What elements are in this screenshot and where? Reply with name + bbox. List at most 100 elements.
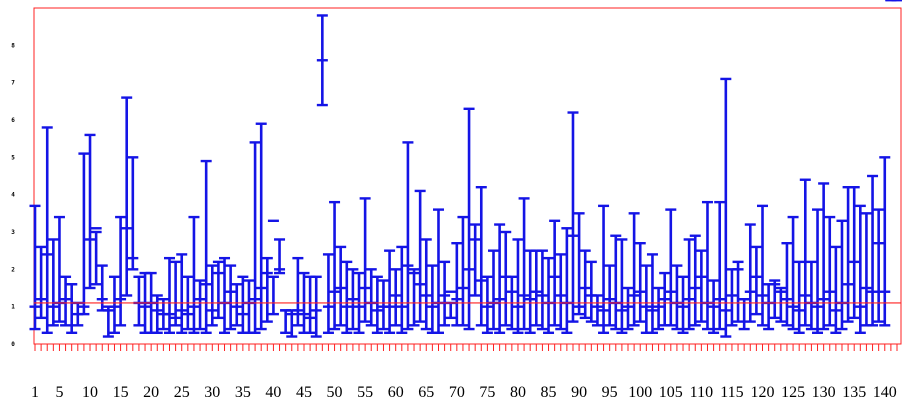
error-bar bbox=[512, 238, 524, 334]
error-bar bbox=[634, 241, 646, 323]
error-bar bbox=[873, 208, 885, 323]
error-bar bbox=[176, 253, 188, 334]
error-bar bbox=[720, 77, 732, 338]
error-bar bbox=[243, 279, 255, 334]
error-bar bbox=[494, 223, 506, 334]
error-bar bbox=[420, 238, 432, 331]
error-bar bbox=[451, 241, 463, 327]
x-tick-label: 105 bbox=[659, 384, 683, 401]
x-tick-label: 60 bbox=[388, 384, 404, 401]
x-tick-label: 20 bbox=[143, 384, 159, 401]
x-minor-ticks bbox=[34, 344, 898, 351]
error-bar bbox=[561, 227, 573, 334]
x-tick-label: 115 bbox=[720, 384, 743, 401]
error-bar bbox=[66, 283, 78, 334]
error-bar bbox=[818, 182, 830, 331]
error-bar bbox=[555, 253, 567, 331]
error-bar bbox=[414, 189, 426, 323]
error-bar bbox=[359, 197, 371, 323]
x-tick-label: 65 bbox=[418, 384, 434, 401]
error-bar bbox=[439, 260, 451, 327]
x-tick-label: 75 bbox=[479, 384, 495, 401]
error-bar bbox=[408, 268, 420, 327]
error-bar bbox=[616, 238, 628, 334]
error-bar bbox=[194, 279, 206, 331]
error-bar bbox=[384, 249, 396, 334]
x-tick-label: 85 bbox=[541, 384, 557, 401]
error-bar bbox=[836, 219, 848, 331]
error-bar bbox=[500, 230, 512, 327]
error-bar bbox=[842, 185, 854, 323]
error-bar bbox=[530, 249, 542, 327]
error-bar bbox=[163, 256, 175, 334]
error-bar bbox=[536, 249, 548, 331]
error-bar bbox=[310, 275, 322, 338]
error-bar bbox=[212, 260, 224, 320]
error-bar bbox=[390, 268, 402, 327]
error-bar bbox=[475, 185, 487, 327]
error-bar bbox=[879, 156, 891, 327]
x-tick-label: 95 bbox=[602, 384, 618, 401]
error-bar bbox=[659, 271, 671, 327]
error-bar bbox=[225, 264, 237, 331]
error-bar bbox=[518, 197, 530, 331]
error-bar bbox=[689, 234, 701, 327]
error-bar bbox=[695, 249, 707, 323]
error-bar bbox=[481, 275, 493, 334]
error-bar bbox=[793, 260, 805, 334]
y-tick-label: 6 bbox=[11, 117, 15, 124]
error-bar bbox=[371, 275, 383, 334]
x-tick-labels: 1 5 10 15 20 25 30 35 40 45 50 55 60 65 70 75 80 85 90 95 10… bbox=[31, 384, 897, 401]
error-bar bbox=[769, 279, 781, 320]
error-bar bbox=[677, 275, 689, 334]
error-bar bbox=[591, 294, 603, 327]
error-bar bbox=[744, 223, 756, 323]
x-tick-label: 15 bbox=[113, 384, 129, 401]
error-bar bbox=[329, 200, 341, 331]
x-tick-label: 50 bbox=[327, 384, 343, 401]
x-tick-label: 45 bbox=[296, 384, 312, 401]
error-bar bbox=[219, 256, 231, 334]
error-bar bbox=[604, 264, 616, 327]
error-bar bbox=[830, 245, 842, 334]
error-bar bbox=[524, 249, 536, 334]
x-tick-label: 25 bbox=[174, 384, 190, 401]
error-bar bbox=[787, 215, 799, 331]
error-bar bbox=[84, 133, 96, 290]
error-bar bbox=[457, 215, 469, 327]
error-bar bbox=[188, 215, 200, 334]
y-tick-label: 4 bbox=[11, 192, 15, 199]
error-bar bbox=[579, 249, 591, 320]
error-bar bbox=[206, 264, 218, 327]
error-bar bbox=[35, 245, 47, 320]
x-tick-label: 30 bbox=[204, 384, 220, 401]
x-tick-label: 10 bbox=[82, 384, 98, 401]
error-bar bbox=[157, 298, 169, 331]
error-bar bbox=[200, 159, 212, 334]
error-bar bbox=[763, 283, 775, 331]
error-bar bbox=[426, 264, 438, 334]
error-bar bbox=[750, 245, 762, 316]
error-bar bbox=[432, 208, 444, 334]
error-bar bbox=[726, 268, 738, 327]
x-tick-label: 100 bbox=[628, 384, 652, 401]
error-bar bbox=[402, 141, 414, 331]
error-bar bbox=[341, 260, 353, 334]
error-bar bbox=[622, 286, 634, 331]
error-bar bbox=[29, 204, 41, 331]
error-bar bbox=[78, 152, 90, 316]
x-tick-label: 125 bbox=[781, 384, 805, 401]
y-tick-label: 2 bbox=[11, 266, 15, 273]
error-bar bbox=[812, 208, 824, 334]
x-tick-label: 135 bbox=[842, 384, 866, 401]
error-bar bbox=[683, 238, 695, 331]
y-tick-label: 5 bbox=[11, 154, 15, 161]
error-bar bbox=[653, 286, 665, 331]
error-bar bbox=[255, 122, 267, 331]
error-bar bbox=[322, 253, 334, 334]
error-bar bbox=[738, 298, 750, 331]
error-bar bbox=[151, 294, 163, 334]
error-bar bbox=[261, 256, 273, 323]
x-tick-label: 140 bbox=[873, 384, 897, 401]
